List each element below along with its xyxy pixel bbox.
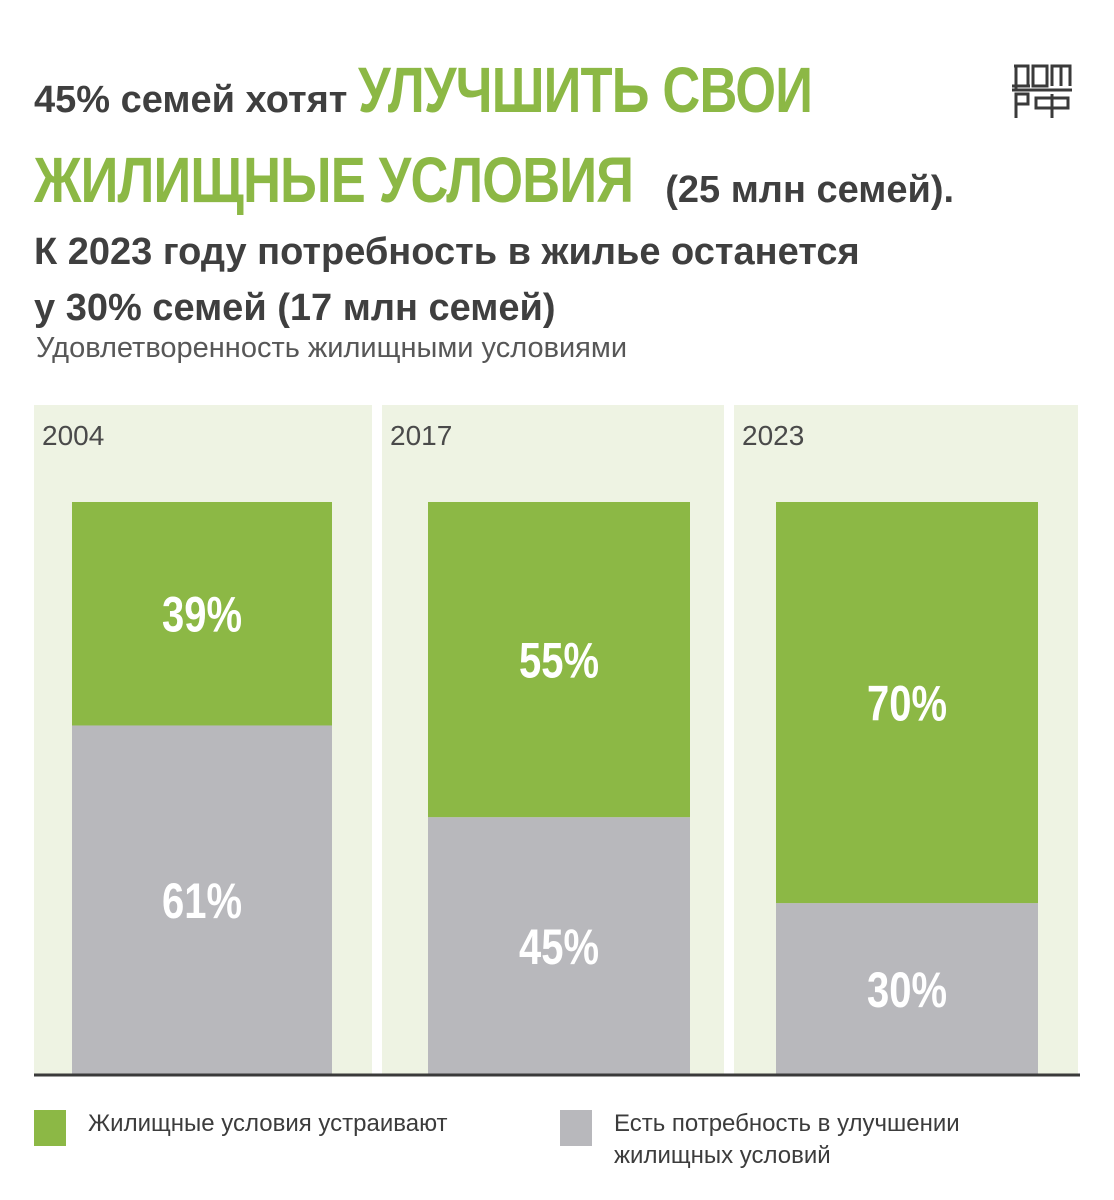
headline-line-3: К 2023 году потребность в жилье останетс… [34, 231, 860, 273]
data-label-satisfied: 55% [519, 632, 599, 688]
data-label-need-improvement: 61% [162, 873, 242, 929]
headline-highlight: УЛУЧШИТЬ СВОИ [357, 54, 813, 126]
headline-line-2: ЖИЛИЩНЫЕ УСЛОВИЯ (25 млн семей). [34, 136, 1024, 224]
legend-label-need-improvement: Есть потребность в улучшении жилищных ус… [614, 1108, 960, 1172]
headline-text: 45% семей хотят [34, 79, 358, 121]
data-label-satisfied: 70% [867, 675, 947, 731]
bar-segment-satisfied [72, 502, 332, 726]
category-label: 2004 [42, 420, 104, 451]
chart-title: Удовлетворенность жилищными условиями [36, 332, 628, 364]
legend-swatch-satisfied [34, 1110, 66, 1146]
data-label-satisfied: 39% [162, 586, 242, 642]
data-label-need-improvement: 30% [867, 962, 947, 1018]
bar-segment-satisfied [776, 502, 1038, 904]
category-label: 2023 [742, 420, 804, 451]
legend-label-line: жилищных условий [614, 1142, 831, 1169]
legend-swatch-need-improvement [560, 1110, 592, 1146]
bar-segment-satisfied [428, 502, 690, 818]
headline-highlight: ЖИЛИЩНЫЕ УСЛОВИЯ [34, 144, 634, 216]
headline: 45% семей хотят УЛУЧШИТЬ СВОИ ЖИЛИЩНЫЕ У… [34, 44, 1024, 336]
data-label-need-improvement: 45% [519, 919, 599, 975]
bar-segment-need-improvement [72, 725, 332, 1075]
headline-text: (25 млн семей). [654, 169, 955, 211]
headline-line-1: 45% семей хотят УЛУЧШИТЬ СВОИ [34, 44, 1024, 136]
legend-label-satisfied: Жилищные условия устраивают [88, 1110, 448, 1137]
headline-line-4: у 30% семей (17 млн семей) [34, 287, 556, 329]
legend-label-line: Есть потребность в улучшении [614, 1110, 960, 1137]
bar-segment-need-improvement [776, 903, 1038, 1075]
dom-rf-logo [1012, 64, 1072, 118]
category-label: 2017 [390, 420, 452, 451]
bar-segment-need-improvement [428, 817, 690, 1075]
